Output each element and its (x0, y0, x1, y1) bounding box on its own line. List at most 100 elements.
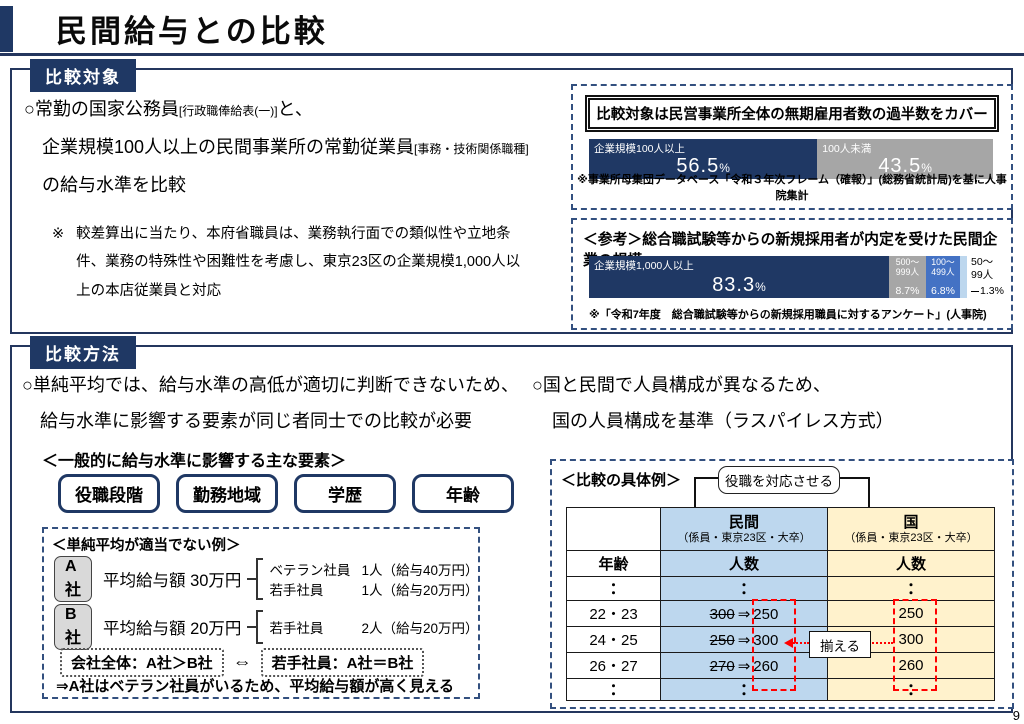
target-line3: の給与水準を比較 (42, 175, 186, 195)
company-a-desc: 平均給与額 30万円 (103, 572, 242, 590)
detail-count: 1人（給与40万円） (361, 563, 479, 578)
col-header-private-name: 民間 (728, 513, 759, 531)
target-line1-tail: と、 (277, 99, 313, 119)
vertical-dots: ・ ・ (904, 578, 917, 600)
bar-segment-500-999: 500～ 999人 8.7% (889, 256, 926, 298)
detail-row: ベテラン社員 1人（給与40万円） (269, 559, 478, 579)
col-header-private-sub: （係員・東京23区・大卒） (677, 532, 811, 545)
state-count-cell: 250 (827, 600, 995, 627)
company-a-chip: A社 (54, 556, 92, 602)
col-header-state-name: 国 (903, 513, 919, 531)
comparison-target-panel: 比較対象 ○常勤の国家公務員[行政職俸給表(一)]と、 企業規模100人以上の民… (10, 59, 1013, 334)
bracket-tie (247, 578, 257, 580)
age-cell: 22・23 (566, 600, 661, 627)
private-count-cell: 250 ⇒ 300 (660, 626, 828, 653)
dots-cell: ・ ・ (660, 678, 828, 701)
segment-value: 56.5% (589, 155, 817, 178)
vertical-dots: ・ ・ (607, 679, 620, 701)
bar-segment-over1000: 企業規模1,000人以上 83.3% (589, 256, 889, 298)
reference-footnote: ※「令和7年度 総合職試験等からの新規採用職員に対するアンケート」(人事院) (589, 309, 987, 321)
factor-chip-row: 役職段階 勤務地域 学歴 年齢 (58, 474, 514, 513)
company-a-row: A社 平均給与額 30万円 ベテラン社員 1人（給与40万円） 若手社員 1人（… (54, 555, 478, 603)
align-connector-line (869, 642, 893, 644)
table-corner-blank (566, 507, 661, 551)
segment-value-unit: % (921, 161, 932, 175)
segment-value-number: 43.5 (878, 155, 922, 177)
segment-value-unit: % (719, 161, 730, 175)
old-value: 300 (709, 605, 735, 623)
method-right-line2: 国の人員構成を基準（ラスパイレス方式） (552, 411, 894, 431)
col-header-state-sub: （係員・東京23区・大卒） (844, 532, 978, 545)
factor-chip-education: 学歴 (294, 474, 396, 513)
new-value: 250 (753, 605, 779, 623)
target-tab: 比較対象 (30, 59, 136, 92)
private-count-cell: 300 ⇒ 250 (660, 600, 828, 627)
comparison-table-wrap: 民間 （係員・東京23区・大卒） 国 （係員・東京23区・大卒） 年齢 人数 人… (566, 507, 998, 701)
segment-value: 6.8% (931, 285, 955, 297)
replace-arrow: ⇒ (737, 631, 751, 649)
detail-row: 若手社員 1人（給与20万円） (269, 579, 478, 599)
compare-young-box: 若手社員：A社＝B社 (260, 648, 425, 677)
method-right-line1: ○国と民間で人員構成が異なるため、 (532, 375, 831, 395)
target-line1: ○常勤の国家公務員[行政職俸給表(一)]と、 (24, 98, 313, 121)
bracket-tie (247, 626, 257, 628)
title-accent-bar (0, 6, 13, 52)
target-line1-main: ○常勤の国家公務員 (24, 99, 179, 119)
concrete-heading: ＜比較の具体例＞ (561, 472, 682, 489)
align-connector-line (793, 642, 809, 644)
method-left-line2: 給与水準に影響する要素が同じ者同士での比較が必要 (40, 411, 472, 431)
age-cell: 26・27 (566, 652, 661, 679)
bracket-shape (256, 558, 264, 600)
factor-chip-region: 勤務地域 (176, 474, 278, 513)
bar-segment-under100: 100人未満 43.5% (817, 139, 993, 179)
table-row: 22・23 300 ⇒ 250 250 (566, 600, 995, 627)
vertical-dots: ・ ・ (607, 578, 620, 600)
leader-line (971, 290, 979, 292)
callout-connector-line (694, 477, 720, 479)
dots-cell: ・ ・ (660, 576, 828, 601)
company-b-details: 若手社員 2人（給与20万円） (269, 610, 478, 644)
page-title: 民間給与との比較 (56, 14, 328, 49)
comparison-method-panel: 比較方法 ○単純平均では、給与水準の高低が適切に判断できないため、 給与水準に影… (10, 336, 1014, 713)
coverage-bar-chart: 企業規模100人以上 56.5% 100人未満 43.5% (589, 139, 993, 179)
target-line2: 企業規模100人以上の民間事業所の常勤従業員[事務・技術関係職種] (42, 136, 529, 159)
col-header-private: 民間 （係員・東京23区・大卒） (660, 507, 828, 551)
segment-value-number: 56.5 (676, 155, 720, 177)
left-arrow-icon (784, 638, 793, 648)
equivalence-arrow: ⇔ (232, 651, 252, 673)
segment-label: 100人未満 (822, 143, 872, 155)
replace-arrow: ⇒ (737, 657, 751, 675)
age-header-cell: 年齢 (566, 550, 661, 577)
company-b-chip: B社 (54, 604, 92, 650)
age-cell: 24・25 (566, 626, 661, 653)
detail-who: 若手社員 (269, 583, 324, 598)
bar-segment-100-499: 100～ 499人 6.8% (926, 256, 960, 298)
segment-label: 企業規模100人以上 (594, 143, 686, 155)
segment-value: 43.5% (817, 155, 993, 178)
coverage-footnote: ※事業所母集団データベース「令和３年次フレーム（確報）」(総務省統計局)を基に人… (577, 174, 1007, 202)
target-line2-main: 企業規模100人以上の民間事業所の常勤従業員 (42, 137, 415, 157)
company-b-desc: 平均給与額 20万円 (103, 620, 242, 638)
bar-segment-50-99 (960, 256, 967, 298)
target-line1-bracket: [行政職俸給表(一)] (178, 104, 278, 118)
factors-heading: ＜一般的に給与水準に影響する主な要素＞ (42, 453, 347, 470)
detail-who: 若手社員 (269, 621, 324, 636)
segment-value: 83.3% (589, 274, 889, 297)
factor-chip-rank: 役職段階 (58, 474, 160, 513)
vertical-dots: ・ ・ (737, 679, 750, 701)
count-header-state: 人数 (827, 550, 995, 577)
outside-label-value: 1.3% (971, 285, 1004, 298)
replace-arrow: ⇒ (737, 605, 751, 623)
bar-segment-over100: 企業規模100人以上 56.5% (589, 139, 818, 179)
note-mark: ※ (52, 226, 65, 242)
dots-cell: ・ ・ (566, 576, 661, 601)
new-value: 260 (753, 657, 779, 675)
private-count-cell: 270 ⇒ 260 (660, 652, 828, 679)
old-value: 250 (709, 631, 735, 649)
count-header-private: 人数 (660, 550, 828, 577)
new-value: 300 (753, 631, 779, 649)
title-underline (0, 53, 1024, 56)
dots-cell: ・ ・ (566, 678, 661, 701)
simple-average-example-box: ＜単純平均が適当でない例＞ A社 平均給与額 30万円 ベテラン社員 1人（給与… (42, 527, 480, 699)
col-header-state: 国 （係員・東京23区・大卒） (827, 507, 995, 551)
